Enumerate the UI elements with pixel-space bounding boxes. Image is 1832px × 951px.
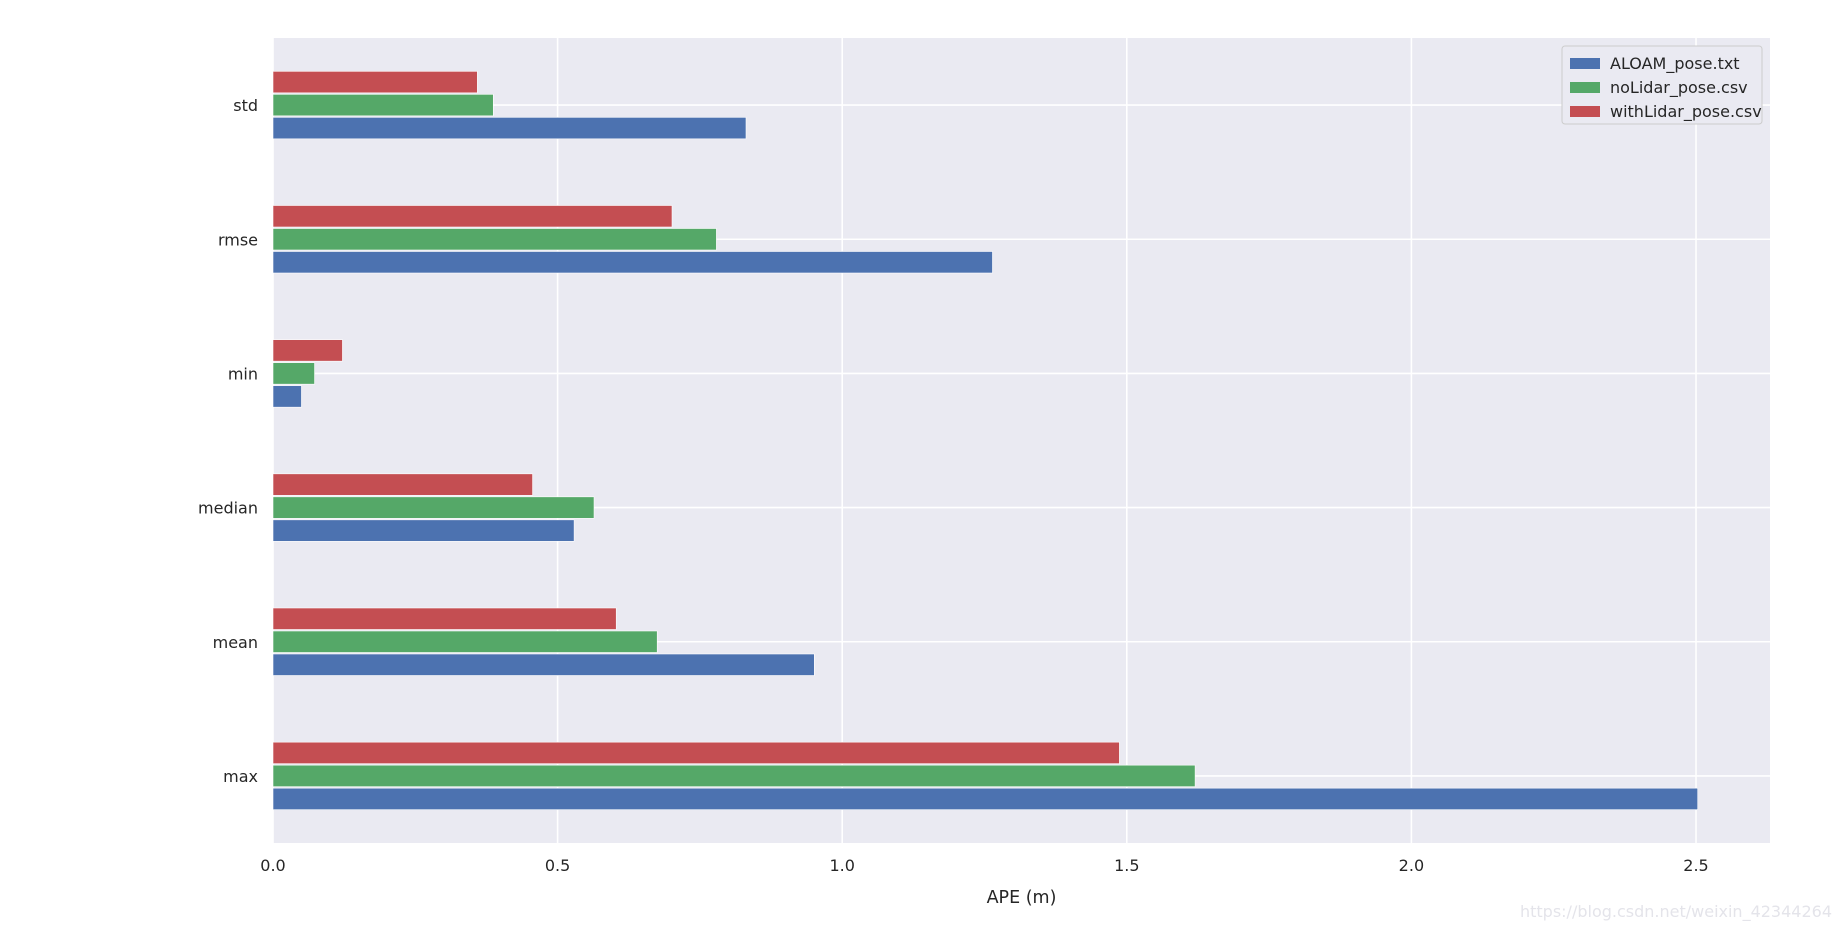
bar-min-withlidar-pose-csv bbox=[272, 339, 343, 362]
bar-max-aloam-pose-txt bbox=[272, 787, 1699, 810]
bar-min-nolidar-pose-csv bbox=[272, 362, 315, 385]
x-tick-label: 0.5 bbox=[545, 856, 570, 875]
bars bbox=[272, 71, 1699, 810]
legend-label: ALOAM_pose.txt bbox=[1610, 54, 1740, 74]
legend-swatch bbox=[1570, 82, 1600, 93]
y-tick-label: min bbox=[228, 364, 258, 383]
y-tick-label: rmse bbox=[218, 230, 258, 249]
bar-min-aloam-pose-txt bbox=[272, 385, 302, 408]
bar-mean-nolidar-pose-csv bbox=[272, 630, 658, 653]
legend-swatch bbox=[1570, 58, 1600, 69]
x-tick-labels: 0.0 0.5 1.0 1.5 2.0 2.5 bbox=[260, 856, 1708, 875]
bar-rmse-nolidar-pose-csv bbox=[272, 228, 717, 251]
x-tick-label: 2.0 bbox=[1399, 856, 1424, 875]
x-tick-label: 2.5 bbox=[1683, 856, 1708, 875]
y-tick-label: median bbox=[198, 499, 258, 518]
bar-mean-aloam-pose-txt bbox=[272, 653, 815, 676]
bar-max-nolidar-pose-csv bbox=[272, 764, 1196, 787]
x-tick-label: 0.0 bbox=[260, 856, 285, 875]
legend-label: withLidar_pose.csv bbox=[1610, 102, 1762, 122]
x-axis-label: APE (m) bbox=[987, 888, 1057, 908]
x-tick-label: 1.5 bbox=[1114, 856, 1139, 875]
legend-swatch bbox=[1570, 106, 1600, 117]
bar-median-withlidar-pose-csv bbox=[272, 473, 533, 496]
bar-median-aloam-pose-txt bbox=[272, 519, 575, 542]
y-tick-label: max bbox=[223, 767, 258, 786]
x-tick-label: 1.0 bbox=[829, 856, 854, 875]
bar-max-withlidar-pose-csv bbox=[272, 741, 1120, 764]
bar-mean-withlidar-pose-csv bbox=[272, 607, 617, 630]
bar-std-aloam-pose-txt bbox=[272, 117, 747, 140]
bar-rmse-aloam-pose-txt bbox=[272, 251, 993, 274]
y-tick-label: mean bbox=[213, 633, 258, 652]
y-tick-label: std bbox=[233, 96, 258, 115]
legend: ALOAM_pose.txt noLidar_pose.csv withLidar_… bbox=[1561, 45, 1763, 125]
bar-median-nolidar-pose-csv bbox=[272, 496, 595, 519]
bar-rmse-withlidar-pose-csv bbox=[272, 205, 673, 228]
bar-std-nolidar-pose-csv bbox=[272, 94, 494, 117]
watermark: https://blog.csdn.net/weixin_42344264 bbox=[1519, 902, 1832, 921]
y-tick-labels: max mean median min rmse std bbox=[198, 96, 258, 786]
bar-std-withlidar-pose-csv bbox=[272, 71, 478, 94]
legend-frame bbox=[1561, 45, 1763, 125]
legend-label: noLidar_pose.csv bbox=[1610, 78, 1748, 98]
plot-background bbox=[273, 38, 1770, 843]
